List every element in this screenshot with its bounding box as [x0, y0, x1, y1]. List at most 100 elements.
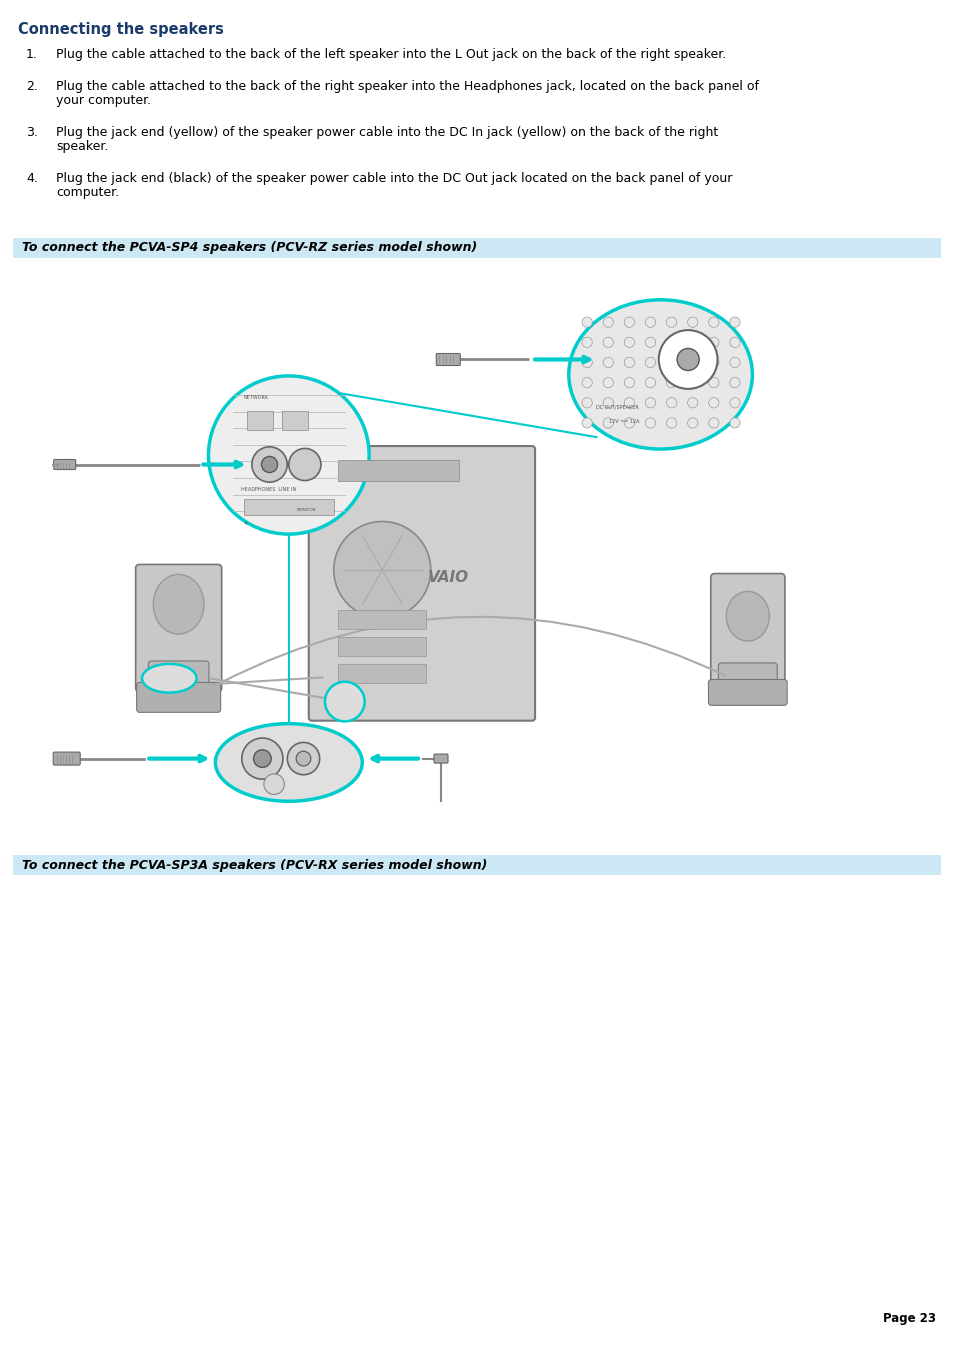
- Circle shape: [644, 417, 655, 428]
- FancyBboxPatch shape: [710, 574, 784, 692]
- Circle shape: [261, 457, 277, 473]
- Circle shape: [581, 357, 592, 367]
- Circle shape: [666, 397, 676, 408]
- Bar: [338, 459, 459, 481]
- Circle shape: [666, 338, 676, 347]
- Circle shape: [659, 330, 717, 389]
- Circle shape: [334, 521, 431, 619]
- Circle shape: [581, 417, 592, 428]
- Ellipse shape: [142, 663, 196, 693]
- Circle shape: [602, 397, 613, 408]
- Circle shape: [253, 750, 271, 767]
- Circle shape: [666, 377, 676, 388]
- Bar: [244, 500, 334, 515]
- Circle shape: [287, 743, 319, 774]
- FancyBboxPatch shape: [136, 682, 220, 712]
- Ellipse shape: [153, 574, 204, 634]
- Circle shape: [602, 377, 613, 388]
- Circle shape: [602, 417, 613, 428]
- Circle shape: [687, 397, 698, 408]
- Circle shape: [644, 377, 655, 388]
- Circle shape: [623, 317, 634, 327]
- Circle shape: [581, 317, 592, 327]
- Circle shape: [708, 357, 719, 367]
- Circle shape: [602, 338, 613, 347]
- Bar: [13, 855, 940, 875]
- Circle shape: [708, 338, 719, 347]
- Circle shape: [644, 338, 655, 347]
- Circle shape: [252, 447, 287, 482]
- Text: HEADPHONES  LINE IN: HEADPHONES LINE IN: [240, 488, 295, 492]
- Circle shape: [602, 317, 613, 327]
- Text: NETWORK: NETWORK: [244, 394, 269, 400]
- Bar: [282, 411, 308, 430]
- Text: To connect the PCVA-SP3A speakers (PCV-RX series model shown): To connect the PCVA-SP3A speakers (PCV-R…: [22, 858, 487, 871]
- Ellipse shape: [725, 592, 768, 642]
- Circle shape: [623, 417, 634, 428]
- Text: Plug the jack end (black) of the speaker power cable into the DC Out jack locate: Plug the jack end (black) of the speaker…: [56, 172, 732, 185]
- FancyBboxPatch shape: [53, 753, 80, 765]
- Text: Plug the jack end (yellow) of the speaker power cable into the DC In jack (yello: Plug the jack end (yellow) of the speake…: [56, 126, 718, 139]
- FancyBboxPatch shape: [708, 680, 786, 705]
- Circle shape: [264, 774, 284, 794]
- Circle shape: [677, 349, 699, 370]
- Circle shape: [687, 357, 698, 367]
- Circle shape: [687, 377, 698, 388]
- Text: speaker.: speaker.: [56, 141, 109, 153]
- Bar: [13, 238, 940, 258]
- Circle shape: [241, 738, 283, 780]
- Text: 12V == 12A: 12V == 12A: [609, 419, 639, 424]
- Text: Plug the cable attached to the back of the right speaker into the Headphones jac: Plug the cable attached to the back of t…: [56, 80, 759, 93]
- Text: 3.: 3.: [26, 126, 38, 139]
- Circle shape: [295, 751, 311, 766]
- FancyBboxPatch shape: [53, 459, 75, 470]
- FancyBboxPatch shape: [135, 565, 221, 692]
- Bar: [338, 663, 426, 682]
- Circle shape: [729, 397, 740, 408]
- Circle shape: [666, 317, 676, 327]
- Ellipse shape: [215, 724, 362, 801]
- FancyBboxPatch shape: [436, 354, 459, 366]
- Circle shape: [687, 338, 698, 347]
- Text: 4.: 4.: [26, 172, 38, 185]
- Circle shape: [644, 357, 655, 367]
- Bar: [247, 411, 273, 430]
- Circle shape: [708, 417, 719, 428]
- Text: your computer.: your computer.: [56, 95, 151, 107]
- Circle shape: [666, 417, 676, 428]
- Circle shape: [708, 377, 719, 388]
- Circle shape: [644, 317, 655, 327]
- FancyBboxPatch shape: [148, 661, 209, 697]
- Circle shape: [581, 377, 592, 388]
- Circle shape: [687, 317, 698, 327]
- Circle shape: [708, 317, 719, 327]
- FancyBboxPatch shape: [434, 754, 448, 763]
- FancyBboxPatch shape: [718, 663, 777, 693]
- Text: computer.: computer.: [56, 186, 119, 199]
- Bar: [338, 611, 426, 630]
- Text: DC OUT/SPEAKER: DC OUT/SPEAKER: [596, 404, 639, 409]
- Circle shape: [581, 397, 592, 408]
- Ellipse shape: [209, 376, 369, 534]
- Circle shape: [325, 682, 364, 721]
- Circle shape: [687, 417, 698, 428]
- Text: 1.: 1.: [26, 49, 38, 61]
- Text: MONITOR: MONITOR: [296, 508, 316, 512]
- Circle shape: [729, 377, 740, 388]
- Text: Plug the cable attached to the back of the left speaker into the L Out jack on t: Plug the cable attached to the back of t…: [56, 49, 725, 61]
- Circle shape: [623, 338, 634, 347]
- Bar: [18, 258, 935, 855]
- Circle shape: [729, 317, 740, 327]
- Circle shape: [623, 377, 634, 388]
- Circle shape: [602, 357, 613, 367]
- FancyBboxPatch shape: [309, 446, 535, 720]
- Text: VAIO: VAIO: [427, 570, 469, 585]
- Bar: [338, 638, 426, 655]
- Circle shape: [289, 449, 320, 481]
- Circle shape: [729, 357, 740, 367]
- Text: Page 23: Page 23: [882, 1312, 935, 1325]
- Circle shape: [729, 338, 740, 347]
- Text: To connect the PCVA-SP4 speakers (PCV-RZ series model shown): To connect the PCVA-SP4 speakers (PCV-RZ…: [22, 242, 476, 254]
- Circle shape: [581, 338, 592, 347]
- Circle shape: [729, 417, 740, 428]
